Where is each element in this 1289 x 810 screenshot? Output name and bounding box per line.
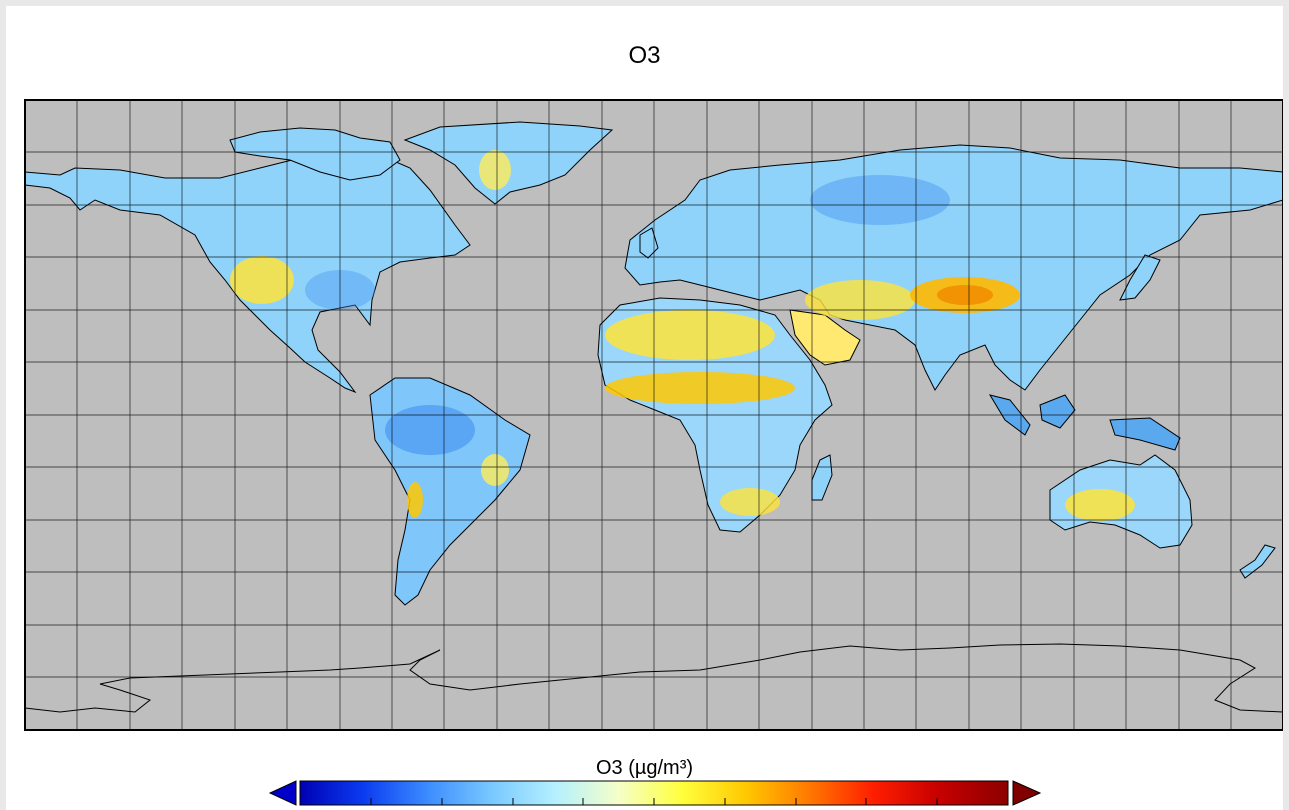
colorbar-over-arrow: [1012, 780, 1042, 806]
ozone-hotspot-middle-east: [805, 280, 915, 320]
map-canvas: [24, 99, 1283, 806]
landmass-eurasia: [624, 144, 1283, 391]
landmass-japan: [1119, 254, 1161, 301]
ozone-hotspot-sahel: [605, 372, 795, 404]
ozone-low-amazon: [385, 405, 475, 455]
colorbar: [268, 780, 1042, 806]
map-title: O3: [628, 42, 661, 69]
ozone-hotspot-tibet-core: [937, 285, 993, 305]
landmass-arctic-islands: [229, 127, 401, 181]
ozone-hotspot-south-africa: [720, 488, 780, 516]
landmass-arabia: [789, 309, 861, 366]
ozone-hotspot-greenland: [479, 150, 511, 190]
ozone-hotspot-sahara: [605, 310, 775, 360]
ozone-hotspot-us-west: [230, 256, 294, 304]
colorbar-ticks: [370, 798, 938, 805]
landmass-uk: [639, 227, 659, 259]
colorbar-label: O3 (µg/m³): [595, 757, 694, 779]
landmass-indonesia: [988, 394, 1181, 451]
colorbar-under-arrow: [268, 780, 297, 806]
graticule: [25, 100, 1283, 730]
ozone-hotspot-brazil: [481, 454, 509, 486]
ozone-low-siberia: [810, 175, 950, 225]
antarctica-coastline: [25, 643, 1283, 713]
map-figure: O3: [6, 6, 1283, 810]
ozone-hotspot-australia: [1065, 489, 1135, 521]
land-layer: [25, 121, 1283, 713]
landmass-new-zealand: [1239, 544, 1276, 579]
map-frame: [24, 99, 1283, 731]
ozone-hotspot-andes: [407, 482, 423, 518]
